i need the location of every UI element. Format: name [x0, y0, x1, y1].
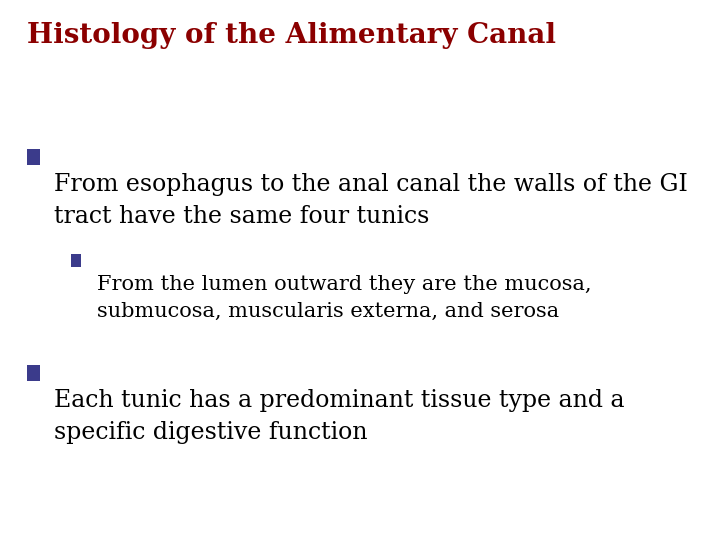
FancyBboxPatch shape — [27, 364, 40, 381]
Text: Histology of the Alimentary Canal: Histology of the Alimentary Canal — [27, 22, 557, 49]
Text: From esophagus to the anal canal the walls of the GI
tract have the same four tu: From esophagus to the anal canal the wal… — [54, 173, 688, 228]
FancyBboxPatch shape — [27, 148, 40, 165]
FancyBboxPatch shape — [71, 254, 81, 267]
Text: From the lumen outward they are the mucosa,
submucosa, muscularis externa, and s: From the lumen outward they are the muco… — [97, 275, 592, 321]
Text: Each tunic has a predominant tissue type and a
specific digestive function: Each tunic has a predominant tissue type… — [54, 389, 624, 444]
